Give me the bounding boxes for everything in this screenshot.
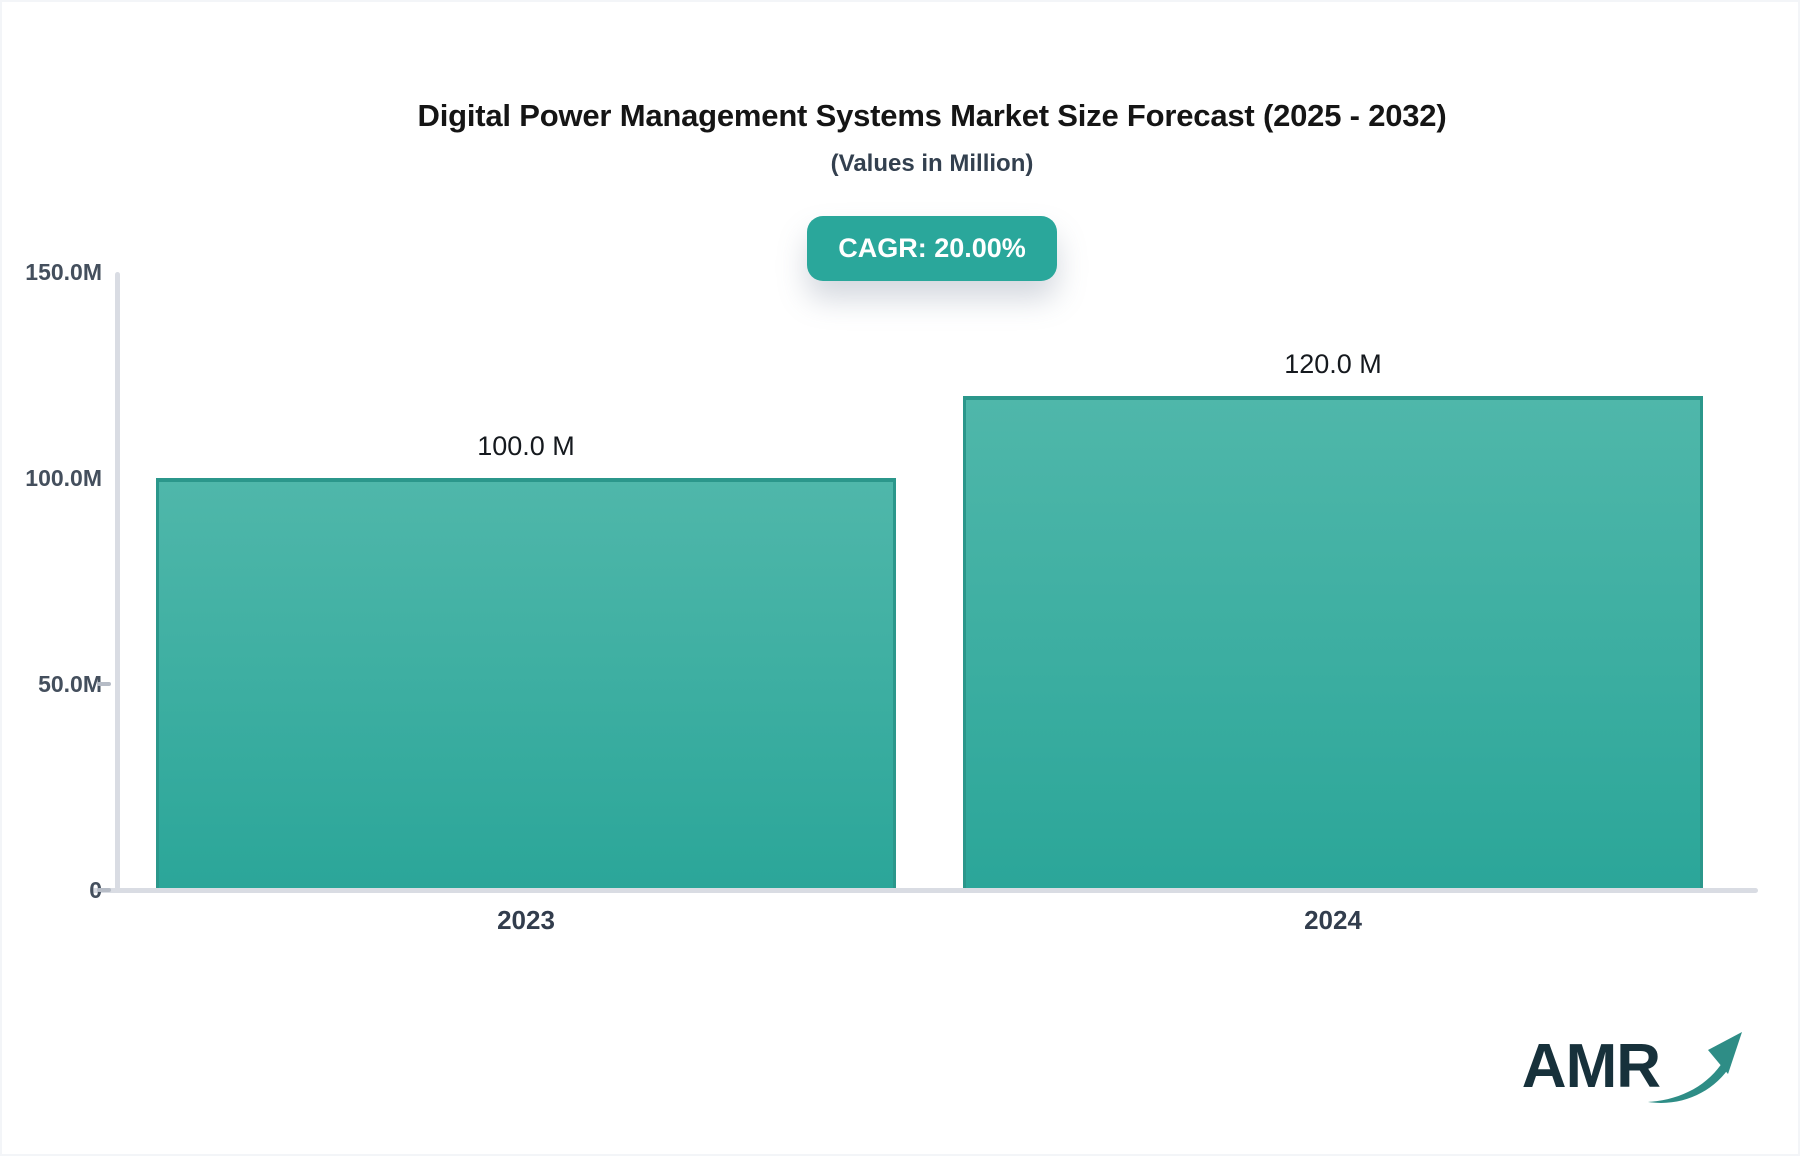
y-tick-label: 150.0M [25, 259, 102, 285]
bar-2023 [156, 478, 896, 888]
y-tick-label: 50.0M [38, 671, 102, 697]
y-tick-label: 100.0M [25, 465, 102, 491]
amr-logo: AMR [1522, 1024, 1746, 1110]
chart-title: Digital Power Management Systems Market … [417, 98, 1447, 133]
bar-value-label: 100.0 M [477, 431, 575, 461]
x-tick-label: 2024 [1304, 905, 1362, 935]
trending-up-arrow-icon [1648, 1032, 1742, 1103]
amr-logo-text: AMR [1521, 1032, 1661, 1101]
x-tick-label: 2023 [497, 905, 555, 935]
chart-subtitle: (Values in Million) [830, 150, 1034, 177]
chart-header: Digital Power Management Systems Market … [62, 2, 1800, 281]
y-tick-label: 0 [89, 877, 102, 903]
x-axis-line [92, 888, 1758, 893]
cagr-badge: CAGR: 20.00% [807, 216, 1057, 281]
bar-value-label: 120.0 M [1284, 349, 1382, 379]
bar-2024 [963, 396, 1703, 888]
y-tick-mark [97, 682, 111, 686]
y-axis-line [115, 272, 120, 890]
y-tick-mark [97, 888, 111, 892]
